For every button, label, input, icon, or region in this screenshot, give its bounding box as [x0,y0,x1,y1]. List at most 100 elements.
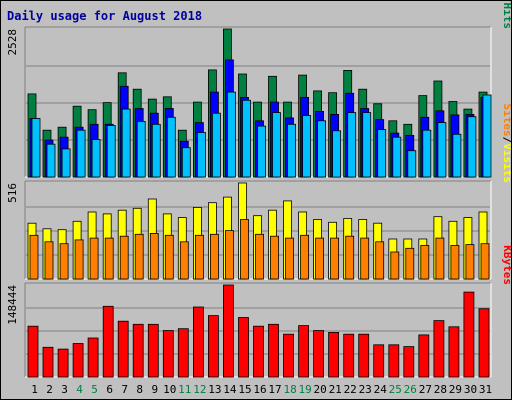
series-pages [31,91,492,178]
bar-sites-day-26 [405,247,415,280]
legend-sites: Sites [501,104,511,137]
bar-kbytes-day-28 [433,320,445,378]
bar-kbytes-day-21 [328,331,340,378]
panel-kbytes: 148444 KBytes [6,245,511,378]
x-tick-label-17: 17 [268,383,281,396]
bar-sites-day-28 [435,237,445,280]
x-tick-label-16: 16 [253,383,266,396]
bar-kbytes-day-13 [207,315,219,378]
legend-kbytes: KBytes [501,245,511,285]
x-tick-label-31: 31 [479,383,492,396]
x-tick-label-19: 19 [298,383,311,396]
x-tick-label-14: 14 [223,383,237,396]
bar-pages-day-20 [317,120,327,178]
bar-sites-day-7 [119,235,129,280]
bar-sites-day-6 [104,237,114,280]
bar-sites-day-3 [59,243,69,280]
x-tick-label-13: 13 [208,383,221,396]
bar-sites-day-31 [480,243,490,280]
bar-kbytes-day-31 [478,308,490,378]
bar-pages-day-14 [226,91,236,178]
y-max-label: 148444 [6,285,19,325]
x-tick-label-23: 23 [359,383,372,396]
y-max-label: 516 [6,183,19,203]
bar-pages-day-29 [452,133,462,178]
bar-sites-day-27 [420,245,430,280]
panel-legend: Sites/Visits [501,104,511,184]
bar-pages-day-22 [347,112,357,178]
bar-kbytes-day-11 [177,328,189,378]
bar-pages-day-7 [121,108,131,178]
bar-pages-day-15 [242,99,251,178]
bar-kbytes-day-24 [373,344,385,378]
panel-legend: KBytes [501,245,511,285]
bar-pages-day-18 [287,123,296,178]
bar-sites-day-19 [300,234,310,280]
x-tick-label-15: 15 [238,383,251,396]
x-axis-labels: 1 2 3 4 5 6 7 8 9 10 11 12 13 14 15 16 17 18 19 20 21 22 23 24 2… [31,383,492,396]
series-sites [29,219,490,280]
bar-sites-day-24 [375,241,385,280]
bar-sites-day-10 [164,234,174,280]
bar-kbytes-day-17 [268,323,279,378]
bar-kbytes-day-23 [358,333,370,378]
bar-pages-day-13 [211,112,221,178]
bar-sites-day-20 [315,237,325,280]
bar-sites-day-18 [285,237,294,280]
x-tick-label-22: 22 [344,383,357,396]
bar-sites-day-15 [240,219,249,280]
bar-pages-day-17 [272,112,281,178]
bar-kbytes-day-14 [222,284,234,378]
x-tick-label-27: 27 [419,383,432,396]
x-tick-label-30: 30 [464,383,477,396]
bar-kbytes-day-20 [313,330,325,378]
x-tick-label-8: 8 [136,383,143,396]
x-tick-label-25: 25 [389,383,402,396]
x-tick-label-20: 20 [313,383,326,396]
bar-sites-day-23 [360,237,370,280]
bar-kbytes-day-26 [403,346,415,378]
x-tick-label-11: 11 [178,383,191,396]
bar-pages-day-2 [46,143,56,178]
bar-pages-day-25 [392,136,402,178]
bar-pages-day-31 [482,94,492,178]
bar-sites-day-29 [450,245,460,280]
bar-pages-day-1 [31,118,41,178]
bar-sites-day-13 [209,233,219,280]
bar-kbytes-day-1 [27,325,39,378]
x-tick-label-3: 3 [61,383,68,396]
x-tick-label-2: 2 [46,383,53,396]
chart-title: Daily usage for August 2018 [7,9,202,23]
x-tick-label-4: 4 [76,383,83,396]
bar-pages-day-27 [422,129,432,178]
x-tick-label-7: 7 [121,383,128,396]
bar-kbytes-day-6 [102,305,114,378]
bar-kbytes-day-4 [72,343,84,378]
bar-sites-day-12 [194,234,204,280]
x-tick-label-24: 24 [374,383,388,396]
series-kbytes [27,284,490,378]
bar-pages-day-3 [61,148,71,178]
legend-visits: Visits [501,143,511,183]
bar-sites-day-21 [330,237,340,280]
bar-pages-day-26 [407,150,417,178]
bar-sites-day-16 [255,233,264,280]
x-tick-label-21: 21 [329,383,342,396]
x-tick-label-26: 26 [404,383,417,396]
bar-sites-day-8 [134,233,144,280]
bar-sites-day-5 [89,237,99,280]
bar-kbytes-day-25 [388,344,400,378]
bar-pages-day-11 [181,147,191,178]
bar-sites-day-17 [270,235,279,280]
bar-pages-day-12 [196,132,206,178]
bar-kbytes-day-19 [298,325,310,378]
legend-hits: Hits [501,3,511,30]
x-tick-label-9: 9 [151,383,158,396]
bar-pages-day-28 [437,122,447,178]
bar-sites-day-11 [179,241,189,280]
x-tick-label-18: 18 [283,383,296,396]
bar-pages-day-21 [332,130,342,178]
bar-sites-day-14 [224,230,234,280]
x-tick-label-5: 5 [91,383,98,396]
